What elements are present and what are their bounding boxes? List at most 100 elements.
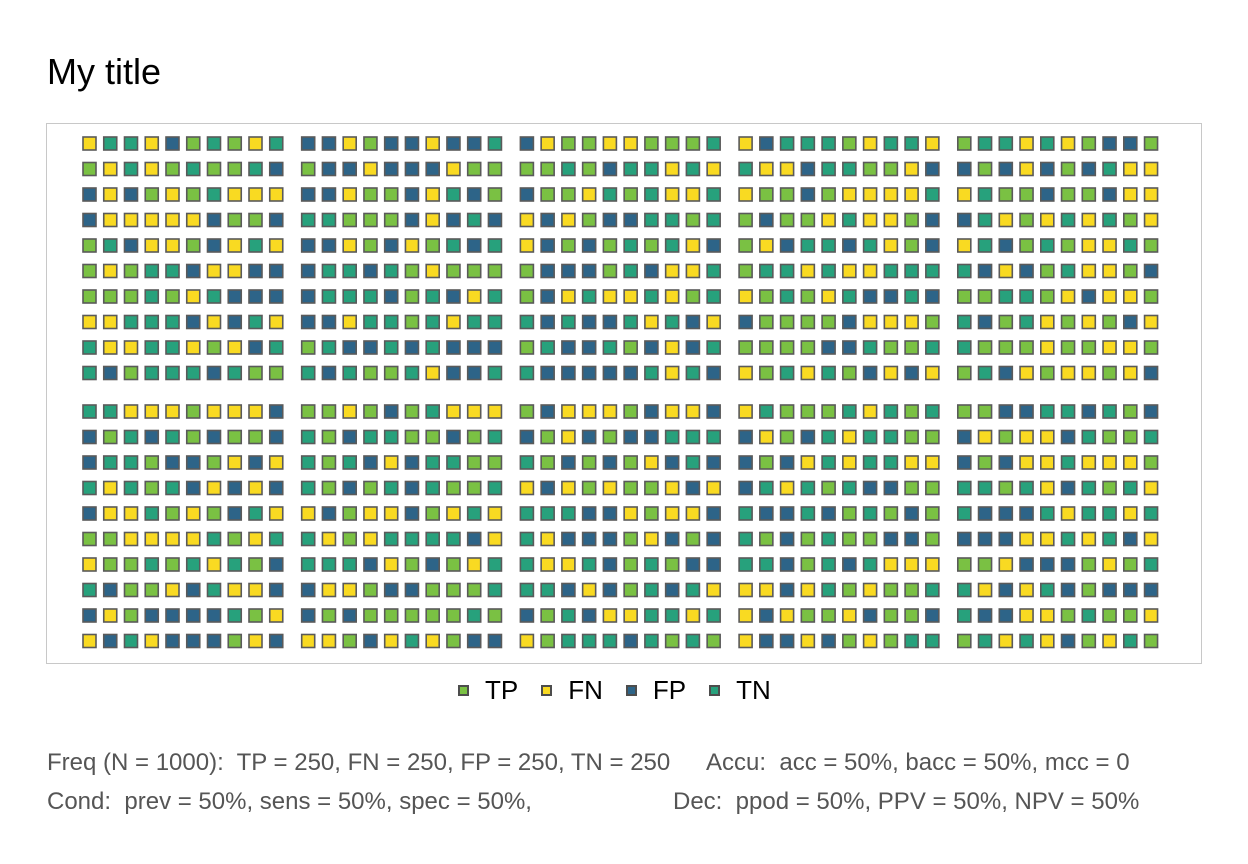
icon-tp bbox=[206, 506, 222, 521]
icon-tn bbox=[779, 136, 795, 151]
icon-tp bbox=[800, 531, 816, 547]
icon-fn bbox=[1040, 212, 1055, 228]
icon-fn bbox=[466, 289, 482, 304]
icon-tp bbox=[800, 557, 816, 572]
icon-tn bbox=[883, 429, 899, 445]
icon-fp bbox=[466, 633, 482, 649]
icon-fn bbox=[664, 187, 680, 202]
icon-tn bbox=[227, 557, 243, 572]
icon-tn bbox=[800, 480, 816, 496]
icon-tn bbox=[300, 531, 316, 547]
icon-tp bbox=[800, 404, 816, 419]
icon-tn bbox=[862, 429, 878, 445]
icon-tn bbox=[800, 136, 816, 151]
icon-tp bbox=[144, 455, 160, 470]
icon-tp bbox=[1143, 455, 1159, 470]
icon-tp bbox=[1143, 136, 1159, 151]
icon-fp bbox=[1102, 187, 1117, 202]
icon-tp bbox=[383, 187, 399, 202]
icon-fp bbox=[383, 404, 399, 419]
icon-tn bbox=[185, 557, 201, 572]
icon-fn bbox=[842, 429, 857, 445]
icon-fp bbox=[821, 506, 836, 521]
icon-tn bbox=[1019, 314, 1034, 330]
icon-tp bbox=[540, 161, 555, 177]
icon-tp bbox=[363, 608, 378, 623]
icon-fn bbox=[925, 365, 940, 381]
icon-fp bbox=[644, 263, 659, 279]
icon-tn bbox=[706, 340, 721, 355]
icon-tp bbox=[1060, 340, 1076, 355]
icon-tp bbox=[800, 340, 816, 355]
icon-tp bbox=[623, 582, 638, 598]
icon-fn bbox=[342, 238, 358, 253]
icon-tn bbox=[664, 429, 680, 445]
icon-tn bbox=[206, 136, 222, 151]
icon-fn bbox=[821, 212, 836, 228]
icon-fn bbox=[664, 289, 680, 304]
icon-fn bbox=[102, 480, 118, 496]
icon-tn bbox=[956, 263, 972, 279]
icon-fn bbox=[383, 455, 399, 470]
icon-fn bbox=[1081, 455, 1097, 470]
icon-tn bbox=[738, 506, 753, 521]
icon-tp bbox=[185, 429, 201, 445]
icon-fp bbox=[540, 238, 555, 253]
icon-tn bbox=[383, 314, 399, 330]
icon-fn bbox=[144, 238, 160, 253]
icon-fp bbox=[581, 340, 597, 355]
icon-fp bbox=[1019, 557, 1034, 572]
icon-tn bbox=[1123, 238, 1138, 253]
icon-tn bbox=[342, 365, 358, 381]
icon-fp bbox=[581, 263, 597, 279]
icon-fn bbox=[685, 608, 701, 623]
icon-fp bbox=[321, 136, 337, 151]
icon-fn bbox=[425, 187, 441, 202]
icon-fn bbox=[227, 187, 243, 202]
icon-tn bbox=[519, 314, 535, 330]
icon-fp bbox=[779, 506, 795, 521]
icon-fp bbox=[998, 506, 1014, 521]
icon-tn bbox=[842, 289, 857, 304]
icon-tp bbox=[321, 480, 337, 496]
icon-fp bbox=[842, 557, 857, 572]
icon-tn bbox=[706, 608, 721, 623]
icon-tp bbox=[842, 506, 857, 521]
icon-fp bbox=[1081, 161, 1097, 177]
icon-tn bbox=[102, 136, 118, 151]
icon-fn bbox=[862, 263, 878, 279]
icon-tn bbox=[487, 289, 503, 304]
icon-fn bbox=[540, 531, 555, 547]
icon-tn bbox=[300, 455, 316, 470]
icon-tn bbox=[123, 314, 139, 330]
icon-fp bbox=[842, 340, 857, 355]
legend-label-fn: FN bbox=[568, 674, 603, 705]
icon-tp bbox=[363, 238, 378, 253]
icon-tp bbox=[363, 365, 378, 381]
icon-fp bbox=[998, 582, 1014, 598]
icon-fp bbox=[268, 557, 284, 572]
icon-fn bbox=[759, 161, 774, 177]
icon-fn bbox=[206, 314, 222, 330]
icon-tn bbox=[487, 136, 503, 151]
icon-fn bbox=[82, 633, 97, 649]
icon-fp bbox=[248, 340, 263, 355]
icon-fn bbox=[644, 314, 659, 330]
summary-accu: Accu: acc = 50%, bacc = 50%, mcc = 0 bbox=[706, 749, 1130, 776]
icon-tp bbox=[487, 187, 503, 202]
icon-fn bbox=[883, 187, 899, 202]
icon-tn bbox=[706, 212, 721, 228]
icon-fn bbox=[706, 582, 721, 598]
icon-tp bbox=[842, 365, 857, 381]
icon-fp bbox=[821, 633, 836, 649]
icon-fn bbox=[623, 136, 638, 151]
icon-fn bbox=[602, 404, 618, 419]
icon-tp bbox=[581, 161, 597, 177]
icon-fp bbox=[883, 531, 899, 547]
icon-tp bbox=[206, 161, 222, 177]
icon-fp bbox=[1143, 263, 1159, 279]
icon-tn bbox=[144, 557, 160, 572]
icon-fn bbox=[519, 238, 535, 253]
icon-tn bbox=[759, 263, 774, 279]
icon-tp bbox=[800, 212, 816, 228]
